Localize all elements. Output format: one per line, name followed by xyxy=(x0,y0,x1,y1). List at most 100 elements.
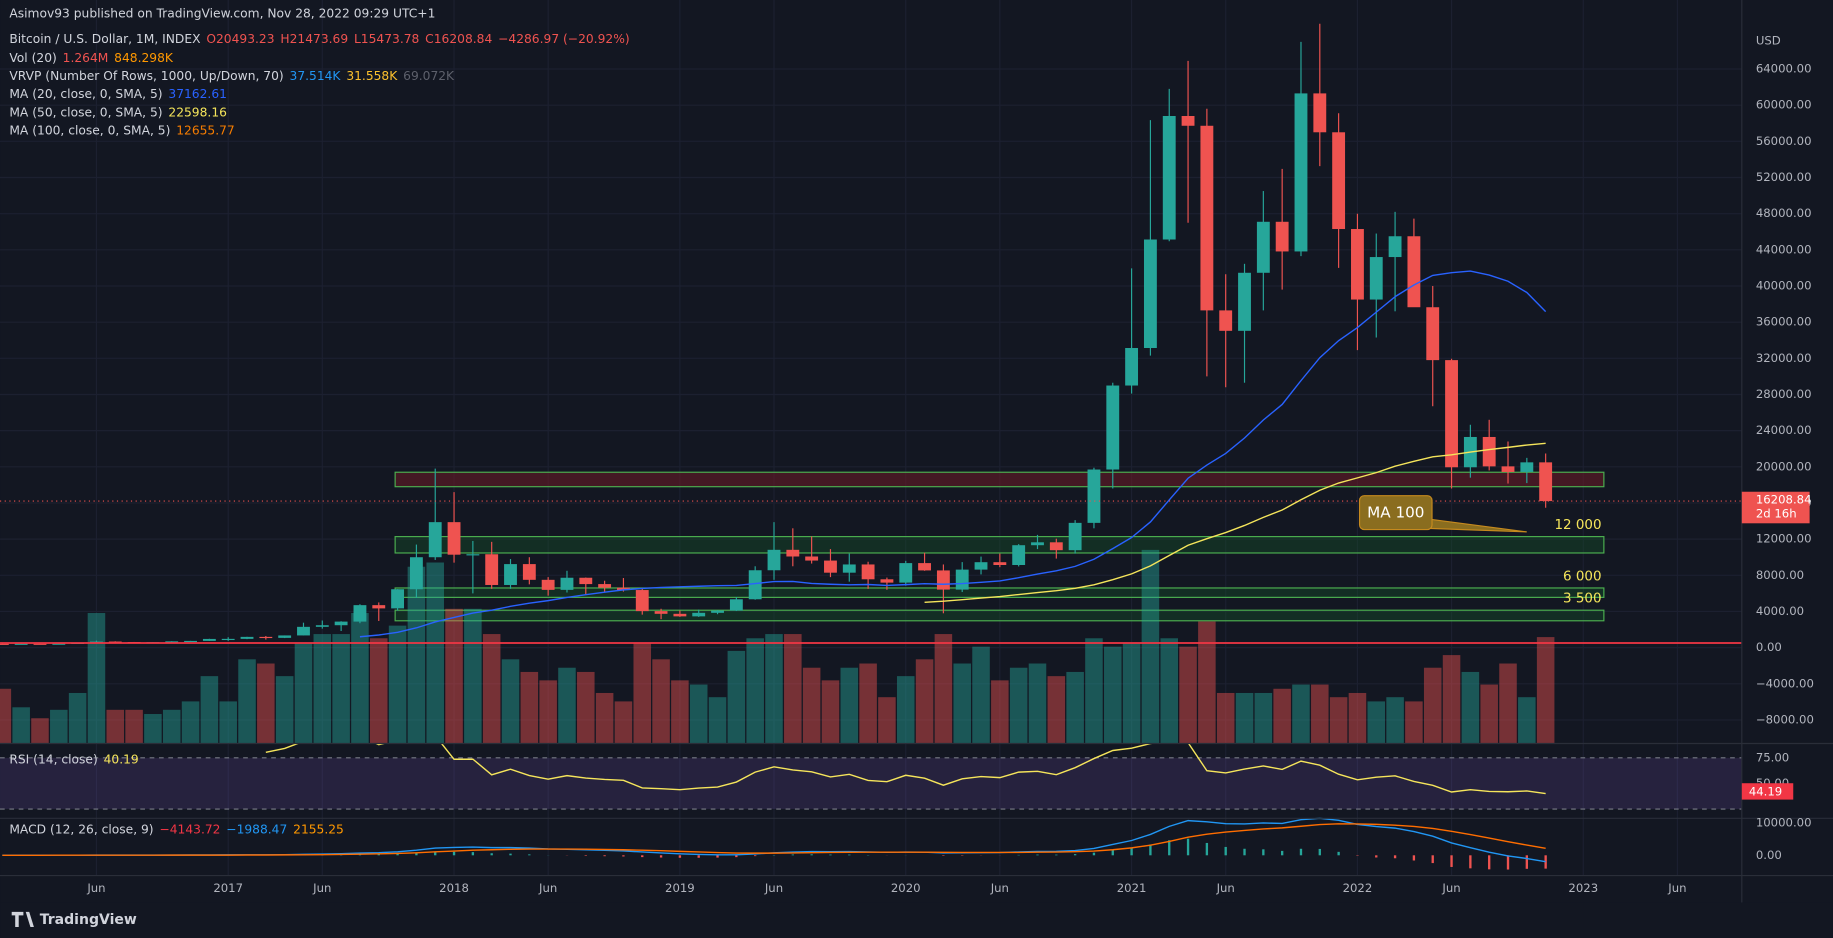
volume-bar xyxy=(934,634,953,744)
volume-bar xyxy=(275,676,294,744)
x-tick-label: 2022 xyxy=(1343,881,1373,895)
volume-bar xyxy=(1028,663,1047,744)
candle-body xyxy=(184,640,197,643)
moving-average xyxy=(924,442,1546,603)
macd-histogram xyxy=(1262,849,1265,856)
volume-bar xyxy=(991,680,1009,744)
volume-bar xyxy=(1423,667,1442,744)
candle-body xyxy=(635,590,649,612)
publisher: Asimov93 published on TradingView.com, N… xyxy=(9,7,435,21)
y-tick-label: 52000.00 xyxy=(1756,170,1812,184)
volume-bar xyxy=(257,663,275,744)
candle-body xyxy=(786,549,800,557)
candle-body xyxy=(1200,125,1214,311)
candle-body xyxy=(409,557,423,590)
volume-bar xyxy=(915,659,934,744)
x-tick-label: Jun xyxy=(86,881,105,895)
candle-body xyxy=(504,564,517,585)
x-tick-label: 2019 xyxy=(665,881,695,895)
candle-body xyxy=(315,625,329,627)
volume-bar xyxy=(501,659,520,744)
macd-histogram xyxy=(1375,855,1378,858)
candle-body xyxy=(654,611,668,614)
volume-bar xyxy=(1329,697,1348,744)
y-tick-label: 44000.00 xyxy=(1756,242,1812,256)
candle-body xyxy=(466,554,480,556)
logo xyxy=(11,911,34,928)
rsi-line xyxy=(265,743,1546,795)
candle-body xyxy=(1162,116,1176,240)
volume-bar xyxy=(238,659,256,744)
y-tick-label: −8000.00 xyxy=(1756,712,1814,726)
candle-body xyxy=(1238,272,1251,331)
macd-histogram xyxy=(434,851,437,856)
volume-bar xyxy=(652,659,670,744)
x-tick-label: 2021 xyxy=(1117,881,1147,895)
x-tick-label: Jun xyxy=(538,881,557,895)
volume-bar xyxy=(144,714,162,744)
candle-body xyxy=(1125,348,1139,386)
candle-body xyxy=(1332,132,1346,230)
macd-histogram xyxy=(810,854,813,856)
ohlc-value: −4286.97 (−20.92%) xyxy=(498,32,630,46)
volume-bar xyxy=(1442,655,1461,744)
y-tick-label: 28000.00 xyxy=(1756,387,1812,401)
candle-body xyxy=(955,569,969,590)
macd-histogram xyxy=(452,851,456,856)
volume-bar xyxy=(68,692,87,744)
candle-body xyxy=(729,599,743,611)
candle-body xyxy=(1445,360,1458,468)
candle-body xyxy=(1294,93,1308,252)
volume-bar xyxy=(859,663,877,744)
y-tick-label: 40000.00 xyxy=(1756,278,1812,292)
y-tick-label: 20000.00 xyxy=(1756,459,1812,473)
y-tick-label: 32000.00 xyxy=(1756,351,1812,365)
macd-value: −1988.47 xyxy=(226,822,287,836)
macd-histogram xyxy=(1393,855,1397,859)
macd-histogram xyxy=(1168,840,1171,856)
candle-body xyxy=(1181,116,1195,126)
macd-histogram xyxy=(1450,855,1453,867)
indicator-value: 37.514K xyxy=(290,69,342,83)
volume-bar xyxy=(1367,701,1386,744)
volume-bar xyxy=(351,613,369,744)
x-tick-label: Jun xyxy=(990,881,1009,895)
volume-bar xyxy=(50,709,68,744)
candle-body xyxy=(617,587,630,591)
candle-body xyxy=(1520,462,1534,472)
volume-bar xyxy=(162,709,181,744)
volume-bar xyxy=(106,709,125,744)
volume-bar xyxy=(12,707,30,744)
candle-body xyxy=(52,643,66,645)
candle-body xyxy=(334,621,348,626)
volume-bar xyxy=(840,667,859,744)
volume-bar xyxy=(482,634,501,744)
macd-histogram xyxy=(1149,844,1152,856)
macd-histogram xyxy=(528,854,531,856)
candle-body xyxy=(541,579,555,590)
volume-bar xyxy=(1518,697,1536,744)
macd-tick-label: 0.00 xyxy=(1756,848,1782,862)
rsi-band xyxy=(0,757,1742,810)
candle-body xyxy=(1068,522,1082,551)
candle-body xyxy=(1031,542,1044,546)
y-tick-label: 64000.00 xyxy=(1756,61,1812,75)
candle-body xyxy=(278,635,292,638)
macd-histogram xyxy=(1431,855,1434,864)
volume-bar xyxy=(1292,684,1310,744)
candle-body xyxy=(1482,436,1496,467)
volume-bar xyxy=(181,701,200,744)
price-tag-countdown: 2d 16h xyxy=(1756,506,1797,520)
macd-histogram xyxy=(377,854,380,856)
rsi-tick-label: 75.00 xyxy=(1756,750,1789,764)
rsi-title: RSI (14, close) xyxy=(9,752,97,766)
x-tick-label: 2018 xyxy=(439,881,469,895)
candle-body xyxy=(1106,385,1120,470)
volume-bar xyxy=(1179,646,1197,744)
indicator-value: 12655.77 xyxy=(176,123,235,137)
indicator-value: 37162.61 xyxy=(168,87,227,101)
candle-body xyxy=(598,584,612,588)
volume-bar xyxy=(464,608,482,744)
volume-bar xyxy=(821,680,840,744)
macd-histogram xyxy=(754,855,757,857)
